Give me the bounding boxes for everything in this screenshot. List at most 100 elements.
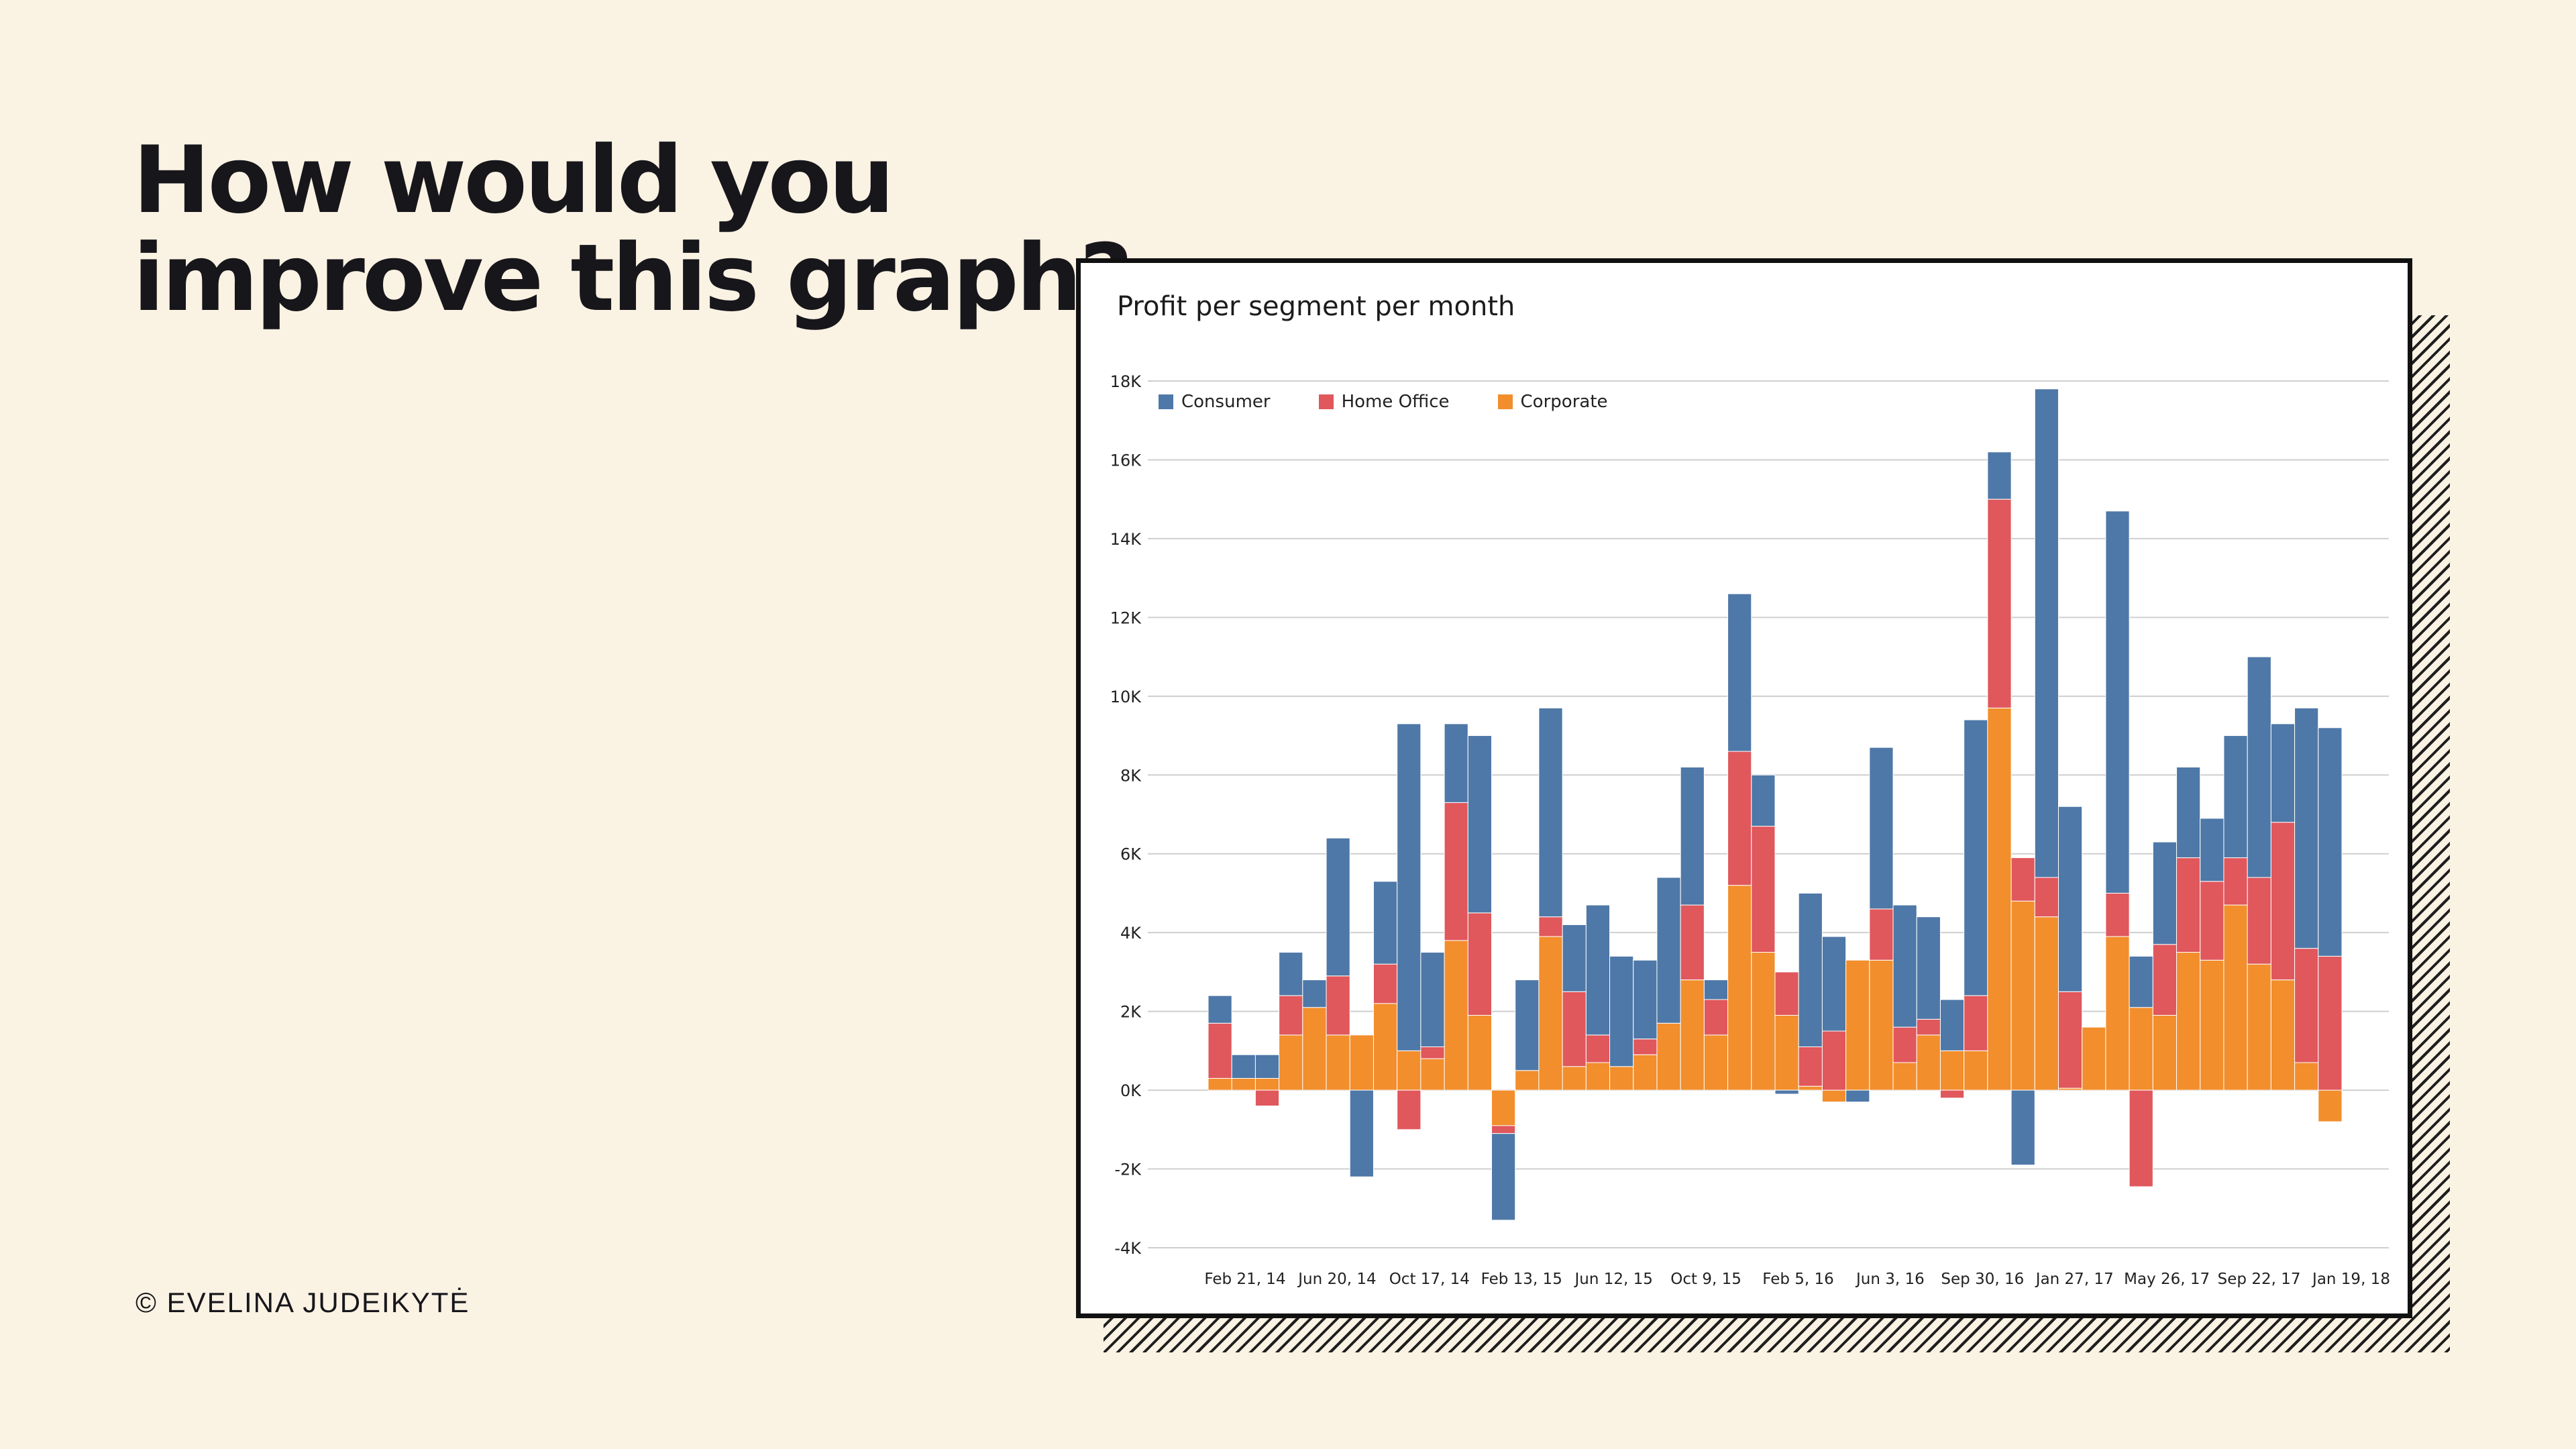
x-tick-label: Feb 21, 14 bbox=[1204, 1271, 1285, 1288]
y-tick-label: -4K bbox=[1114, 1239, 1142, 1258]
bar-segment-consumer bbox=[2152, 841, 2178, 945]
bar-segment-home-office bbox=[1751, 826, 1776, 953]
y-tick-label: 18K bbox=[1110, 372, 1142, 391]
bar-segment-consumer bbox=[1515, 979, 1540, 1071]
bar-segment-consumer bbox=[1397, 723, 1421, 1051]
bar-segment-consumer bbox=[1727, 593, 1752, 752]
bar-segment-corporate bbox=[1467, 1015, 1493, 1091]
bar-segment-consumer bbox=[2270, 723, 2296, 823]
x-tick-label: Oct 17, 14 bbox=[1389, 1271, 1470, 1288]
bar-segment-consumer bbox=[1798, 892, 1823, 1047]
bar-segment-corporate bbox=[2318, 1089, 2343, 1122]
bar-segment-home-office bbox=[1633, 1038, 1658, 1055]
bar-segment-consumer bbox=[2200, 818, 2224, 882]
bar-segment-consumer bbox=[1703, 979, 1729, 1000]
y-tick-label: 14K bbox=[1110, 530, 1142, 549]
bar-segment-consumer bbox=[1279, 952, 1303, 996]
bar-segment-consumer bbox=[2105, 511, 2130, 894]
bar-segment-consumer bbox=[1680, 767, 1705, 906]
bar-segment-home-office bbox=[1964, 995, 1988, 1051]
legend-item-corporate: Corporate bbox=[1497, 392, 1608, 412]
bar-segment-home-office bbox=[2129, 1089, 2153, 1187]
bar-segment-home-office bbox=[2176, 857, 2201, 953]
bar-segment-consumer bbox=[2223, 735, 2248, 859]
bar-segment-corporate bbox=[1444, 940, 1468, 1091]
credit: © EVELINA JUDEIKYTĖ bbox=[136, 1287, 470, 1318]
bar-segment-corporate bbox=[1751, 952, 1776, 1091]
y-tick-label: 2K bbox=[1120, 1003, 1142, 1022]
x-tick-label: Jan 19, 18 bbox=[2311, 1271, 2390, 1288]
bar-segment-home-office bbox=[1562, 991, 1587, 1067]
bar-segment-corporate bbox=[1821, 1089, 1847, 1103]
bar-segment-consumer bbox=[1208, 995, 1232, 1024]
bar-segment-consumer bbox=[1585, 904, 1611, 1036]
stacked-bar-chart: -4K -2K 0K 2K 4K 6K 8K 10K 12K 14K 16K 18K Feb 21, 1… bbox=[1110, 372, 2390, 1288]
bar-segment-corporate bbox=[1798, 1085, 1823, 1091]
bar-segment-consumer bbox=[1373, 881, 1398, 965]
x-tick-label: Jun 3, 16 bbox=[1855, 1271, 1925, 1288]
bar-segment-corporate bbox=[1302, 1007, 1327, 1091]
bar-segment-home-office bbox=[1939, 1089, 1965, 1099]
chart-title: Profit per segment per month bbox=[1117, 291, 1515, 322]
x-tick-label: Jun 20, 14 bbox=[1297, 1271, 1376, 1288]
bar-segment-consumer bbox=[1964, 719, 1988, 996]
bar-segment-home-office bbox=[1821, 1030, 1847, 1091]
bar-segment-home-office bbox=[1703, 999, 1729, 1036]
bar-segment-home-office bbox=[2318, 955, 2343, 1091]
y-tick-label: -2K bbox=[1114, 1161, 1142, 1179]
bar-segment-consumer bbox=[1491, 1133, 1516, 1221]
bar-segment-consumer bbox=[1231, 1054, 1256, 1079]
bar-segment-consumer bbox=[1892, 904, 1917, 1028]
bar-segment-corporate bbox=[1656, 1022, 1681, 1091]
bar-segment-consumer bbox=[2058, 806, 2083, 992]
bar-segment-consumer bbox=[2176, 767, 2201, 859]
headline-line-2: improve this graph? bbox=[133, 224, 1133, 332]
bar-segment-home-office bbox=[2034, 877, 2059, 918]
bar-segment-home-office bbox=[1585, 1034, 1611, 1063]
bar-segment-corporate bbox=[1892, 1062, 1917, 1091]
bar-segment-corporate bbox=[1491, 1089, 1516, 1126]
bar-segment-corporate bbox=[1916, 1034, 1941, 1091]
bar-segment-consumer bbox=[1656, 877, 1681, 1024]
x-tick-label: Sep 22, 17 bbox=[2218, 1271, 2301, 1288]
headline-line-1: How would you bbox=[133, 126, 895, 234]
bar-segment-corporate bbox=[1515, 1070, 1540, 1091]
legend-swatch-corporate bbox=[1497, 394, 1513, 409]
bar-segment-consumer bbox=[2129, 955, 2153, 1008]
bar-segment-corporate bbox=[1987, 707, 2012, 1091]
legend-swatch-home-office bbox=[1318, 394, 1334, 409]
bar-segment-corporate bbox=[1208, 1077, 1232, 1091]
bar-segment-consumer bbox=[1467, 735, 1493, 914]
bar-segment-home-office bbox=[1916, 1018, 1941, 1036]
bar-segment-corporate bbox=[1774, 1015, 1799, 1091]
bar-segment-consumer bbox=[2247, 656, 2271, 878]
bar-segment-consumer bbox=[1987, 451, 2012, 500]
bar-segment-corporate bbox=[1727, 885, 1752, 1091]
bar-segment-consumer bbox=[2034, 388, 2059, 878]
bar-segment-corporate bbox=[1680, 979, 1705, 1091]
bar-segment-corporate bbox=[2200, 959, 2224, 1091]
bar-segment-corporate bbox=[2105, 936, 2130, 1091]
bar-segment-corporate bbox=[1326, 1034, 1350, 1091]
x-tick-label: Sep 30, 16 bbox=[1941, 1271, 2024, 1288]
y-tick-label: 4K bbox=[1120, 924, 1142, 943]
bar-segment-home-office bbox=[2223, 857, 2248, 906]
x-tick-label: Jun 12, 15 bbox=[1573, 1271, 1652, 1288]
bar-segment-home-office bbox=[2247, 877, 2271, 965]
bar-segment-home-office bbox=[1420, 1046, 1445, 1059]
bar-segment-consumer bbox=[1609, 955, 1634, 1067]
bar-segment-home-office bbox=[1467, 912, 1493, 1016]
legend-swatch-consumer bbox=[1159, 394, 1173, 409]
bar-segment-home-office bbox=[1798, 1046, 1823, 1087]
bar-segment-home-office bbox=[1279, 995, 1303, 1036]
bar-segment-corporate bbox=[2247, 963, 2271, 1091]
bar-segment-consumer bbox=[1538, 707, 1563, 918]
bar-segment-home-office bbox=[1680, 904, 1705, 981]
bar-segment-corporate bbox=[1349, 1034, 1374, 1091]
bar-segment-home-office bbox=[1444, 802, 1468, 941]
bar-segment-home-office bbox=[1491, 1125, 1516, 1134]
bar-segment-corporate bbox=[1633, 1054, 1658, 1091]
chart-legend: Consumer Home Office Corporate bbox=[1159, 392, 1656, 412]
bar-segment-consumer bbox=[1444, 723, 1468, 803]
bar-segment-corporate bbox=[2129, 1007, 2153, 1091]
